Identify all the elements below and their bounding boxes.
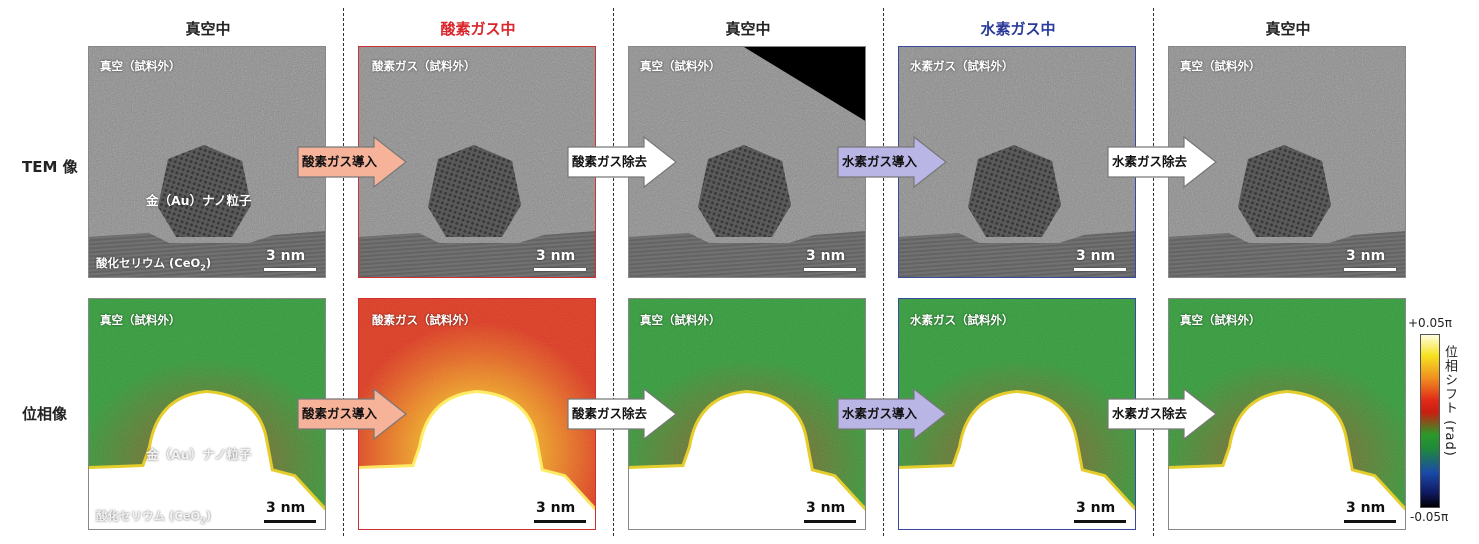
- scale-bar-tem-5: [1344, 268, 1396, 271]
- scale-bar-phase-5: [1344, 520, 1396, 523]
- tem-panel-5: [1168, 46, 1406, 278]
- tem-panel-4: [898, 46, 1136, 278]
- arrow-hydrogen-remove-phase: 水素ガス除去: [1106, 387, 1218, 441]
- arrow-hydrogen-introduce-tem: 水素ガス導入: [836, 135, 948, 189]
- label-vacuum-tem-5: 真空（試料外）: [1180, 59, 1261, 73]
- row-label-tem: TEM 像: [22, 158, 78, 176]
- row-label-phase: 位相像: [22, 405, 68, 423]
- scale-bar-tem-3: [804, 268, 856, 271]
- arrow-label: 水素ガス除去: [1112, 406, 1188, 421]
- scale-bar-tem-1: [264, 268, 316, 271]
- scale-bar-tem-2: [534, 268, 586, 271]
- scale-text-tem-2: 3 nm: [536, 248, 576, 264]
- divider-3: [883, 8, 884, 536]
- arrow-label: 水素ガス除去: [1112, 154, 1188, 169]
- arrow-label: 水素ガス導入: [842, 154, 918, 169]
- scale-text-tem-4: 3 nm: [1076, 248, 1116, 264]
- phase-panel-4: [898, 298, 1136, 530]
- divider-2: [613, 8, 614, 536]
- arrow-hydrogen-introduce-phase: 水素ガス導入: [836, 387, 948, 441]
- substrate-close: ): [205, 256, 212, 270]
- scale-text-phase-2: 3 nm: [536, 500, 576, 516]
- colorbar-min-label: -0.05π: [1410, 510, 1449, 524]
- substrate-subscript-phase: 2: [200, 516, 206, 526]
- colorbar-title: 位相シフト (rad): [1442, 345, 1457, 457]
- scale-text-tem-3: 3 nm: [806, 248, 846, 264]
- scale-text-phase-4: 3 nm: [1076, 500, 1116, 516]
- colorbar-max-label: +0.05π: [1408, 316, 1452, 330]
- tem-panel-3: [628, 46, 866, 278]
- arrow-oxygen-remove-tem: 酸素ガス除去: [566, 135, 678, 189]
- scale-text-tem-1: 3 nm: [266, 248, 306, 264]
- arrow-oxygen-introduce-tem: 酸素ガス導入: [296, 135, 408, 189]
- tem-image: [629, 47, 865, 277]
- label-au-particle-phase: 金（Au）ナノ粒子: [146, 447, 252, 462]
- arrow-label: 水素ガス導入: [842, 406, 918, 421]
- scale-text-phase-3: 3 nm: [806, 500, 846, 516]
- arrow-label: 酸素ガス除去: [572, 154, 648, 169]
- arrow-label: 酸素ガス導入: [302, 154, 378, 169]
- column-title-2: 酸素ガス中: [440, 20, 516, 38]
- scale-text-tem-5: 3 nm: [1346, 248, 1386, 264]
- scale-text-phase-1: 3 nm: [266, 500, 306, 516]
- substrate-text: 酸化セリウム (CeO: [96, 256, 201, 270]
- scale-bar-tem-4: [1074, 268, 1126, 271]
- label-hydrogen-tem-4: 水素ガス（試料外）: [910, 59, 1014, 73]
- arrow-oxygen-introduce-phase: 酸素ガス導入: [296, 387, 408, 441]
- scale-bar-phase-4: [1074, 520, 1126, 523]
- label-substrate-tem: 酸化セリウム (CeO2): [96, 255, 211, 272]
- label-au-particle-tem: 金（Au）ナノ粒子: [146, 193, 252, 208]
- scale-bar-phase-3: [804, 520, 856, 523]
- scale-bar-phase-1: [264, 520, 316, 523]
- arrow-hydrogen-remove-tem: 水素ガス除去: [1106, 135, 1218, 189]
- column-title-3: 真空中: [725, 20, 771, 38]
- scale-text-phase-5: 3 nm: [1346, 500, 1386, 516]
- arrow-label: 酸素ガス導入: [302, 406, 378, 421]
- tem-panel-1: [88, 46, 326, 278]
- tem-image: [89, 47, 325, 277]
- label-vacuum-tem-3: 真空（試料外）: [640, 59, 721, 73]
- label-vacuum-phase-1: 真空（試料外）: [100, 313, 181, 327]
- tem-image: [899, 47, 1135, 277]
- substrate-subscript: 2: [200, 263, 206, 273]
- label-vacuum-phase-5: 真空（試料外）: [1180, 313, 1261, 327]
- label-oxygen-tem-2: 酸素ガス（試料外）: [372, 59, 476, 73]
- label-vacuum-tem-1: 真空（試料外）: [100, 59, 181, 73]
- divider-4: [1153, 8, 1154, 536]
- column-title-5: 真空中: [1265, 20, 1311, 38]
- label-hydrogen-phase-4: 水素ガス（試料外）: [910, 313, 1014, 327]
- scale-bar-phase-2: [534, 520, 586, 523]
- column-title-1: 真空中: [185, 20, 231, 38]
- arrow-oxygen-remove-phase: 酸素ガス除去: [566, 387, 678, 441]
- label-vacuum-phase-3: 真空（試料外）: [640, 313, 721, 327]
- phase-panel-1: [88, 298, 326, 530]
- label-substrate-phase: 酸化セリウム (CeO2): [96, 508, 211, 525]
- divider-1: [343, 8, 344, 536]
- arrow-label: 酸素ガス除去: [572, 406, 648, 421]
- substrate-close-phase: ): [205, 509, 212, 523]
- column-title-4: 水素ガス中: [980, 20, 1056, 38]
- colorbar: [1420, 334, 1440, 508]
- label-oxygen-phase-2: 酸素ガス（試料外）: [372, 313, 476, 327]
- substrate-text-phase: 酸化セリウム (CeO: [96, 509, 201, 523]
